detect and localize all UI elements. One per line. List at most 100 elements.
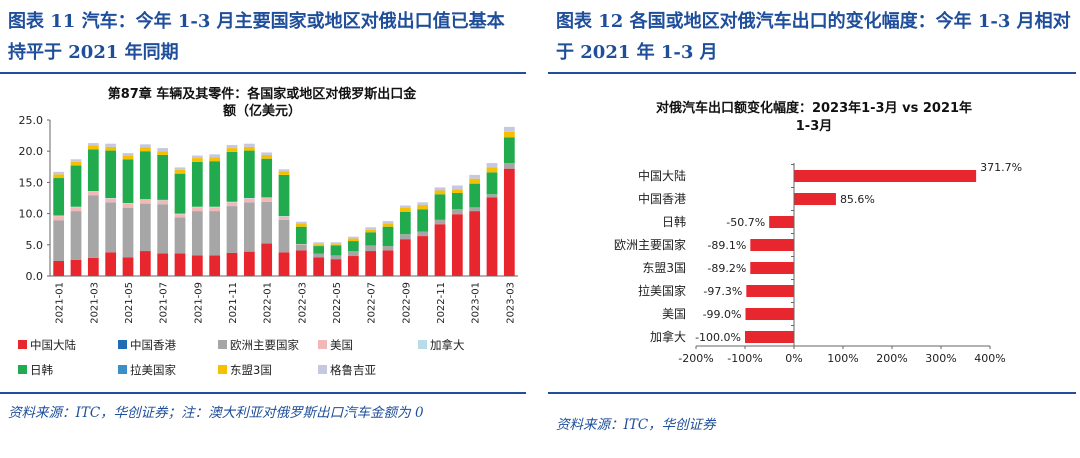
bar-segment: [313, 257, 325, 276]
bar-segment: [486, 167, 498, 173]
bar-segment: [105, 143, 117, 147]
bar-segment: [295, 223, 307, 227]
bar-segment: [347, 238, 359, 242]
left-figure-title: 图表 11 汽车：今年 1-3 月主要国家或地区对俄出口值已基本持平于 2021…: [8, 11, 505, 63]
value-label: -100.0%: [695, 331, 741, 344]
bar-segment: [434, 190, 446, 195]
x-tick-label: 300%: [925, 352, 956, 365]
category-label: 中国大陆: [638, 168, 686, 183]
x-tick-label: 2022-03: [297, 282, 308, 324]
bar-segment: [486, 197, 498, 276]
right-bottom-rule: [548, 392, 1076, 394]
bar-segment: [503, 137, 515, 164]
bar-segment: [417, 209, 429, 232]
bar-segment: [278, 171, 290, 175]
bar-segment: [451, 185, 463, 190]
bar-segment: [451, 209, 463, 215]
bar-segment: [70, 165, 82, 207]
y-tick-label: 25.0: [19, 114, 44, 127]
chart-title: 第87章 车辆及其零件：各国家或地区对俄罗斯出口金: [108, 86, 418, 102]
value-label: 85.6%: [840, 193, 875, 206]
y-tick-label: 10.0: [19, 208, 44, 221]
bar-segment: [434, 187, 446, 191]
right-figure: 图表 12 各国或地区对俄汽车出口的变化幅度：今年 1-3 月相对于 2021 …: [548, 0, 1080, 458]
bar-segment: [226, 144, 238, 149]
bar-segment: [486, 172, 498, 195]
bar-segment: [330, 242, 342, 245]
right-source: 资料来源：ITC，华创证券: [556, 417, 716, 433]
bar-segment: [174, 167, 186, 170]
x-tick-label: 2021-01: [55, 282, 66, 324]
y-tick-label: 15.0: [19, 176, 44, 189]
category-label: 东盟3国: [642, 261, 686, 275]
bar-segment: [365, 245, 377, 252]
bar-segment: [53, 220, 65, 262]
bar-segment: [157, 204, 169, 254]
bar-segment: [53, 215, 65, 217]
bar-segment: [330, 255, 342, 260]
legend-label: 日韩: [30, 363, 53, 377]
value-label: -50.7%: [726, 216, 765, 229]
bar-segment: [434, 219, 446, 225]
x-tick-label: 100%: [827, 352, 858, 365]
bar-segment: [139, 147, 151, 152]
bar: [746, 285, 794, 297]
bar-segment: [347, 256, 359, 276]
bar-segment: [53, 171, 65, 175]
x-tick-label: 200%: [876, 352, 907, 365]
bar-segment: [313, 253, 325, 258]
bar-segment: [122, 155, 134, 160]
bar-segment: [226, 201, 238, 203]
bar-segment: [399, 205, 411, 208]
bar-segment: [330, 259, 342, 276]
x-tick-label: 2023-03: [505, 282, 516, 324]
value-label: 371.7%: [980, 161, 1022, 174]
legend-swatch: [18, 365, 27, 374]
bar-segment: [87, 195, 99, 258]
bar-segment: [122, 202, 134, 204]
bar-segment: [295, 244, 307, 251]
value-label: -97.3%: [703, 285, 742, 298]
bar-segment: [53, 216, 65, 221]
bar-segment: [469, 207, 481, 212]
bar-segment: [503, 126, 515, 132]
bar-segment: [469, 211, 481, 276]
y-tick-label: 20.0: [19, 145, 44, 158]
bar-segment: [278, 252, 290, 276]
bar-segment: [399, 207, 411, 212]
legend-swatch: [118, 340, 127, 349]
chart-title: 1-3月: [796, 119, 833, 134]
bar-segment: [209, 157, 221, 162]
bar-segment: [382, 246, 394, 251]
bar-segment: [157, 199, 169, 201]
bar-segment: [417, 204, 429, 210]
bar-segment: [139, 199, 151, 204]
bar-segment: [451, 193, 463, 210]
bar-segment: [70, 159, 82, 162]
bar-segment: [174, 213, 186, 215]
bar-segment: [503, 163, 515, 169]
bar-segment: [139, 203, 151, 252]
bar-segment: [70, 259, 82, 276]
bar-segment: [87, 149, 99, 192]
x-tick-label: 400%: [974, 352, 1005, 365]
bar-segment: [278, 216, 290, 217]
bar-segment: [295, 221, 307, 224]
bar-segment: [399, 239, 411, 276]
bar-segment: [191, 255, 203, 276]
bar-segment: [174, 253, 186, 276]
bar-segment: [174, 214, 186, 218]
bar-segment: [347, 241, 359, 252]
bar-segment: [191, 211, 203, 256]
bar-segment: [122, 153, 134, 156]
bar-segment: [139, 151, 151, 200]
bar-segment: [53, 178, 65, 216]
left-source: 资料来源：ITC，华创证券；注：澳大利亚对俄罗斯出口汽车金额为 0: [8, 405, 424, 421]
bar-segment: [347, 236, 359, 239]
legend-label: 格鲁吉亚: [330, 363, 376, 377]
x-tick-label: 2021-05: [124, 282, 135, 324]
bar-segment: [330, 244, 342, 246]
bar-segment: [105, 198, 117, 199]
left-figure: 图表 11 汽车：今年 1-3 月主要国家或地区对俄出口值已基本持平于 2021…: [0, 0, 530, 458]
